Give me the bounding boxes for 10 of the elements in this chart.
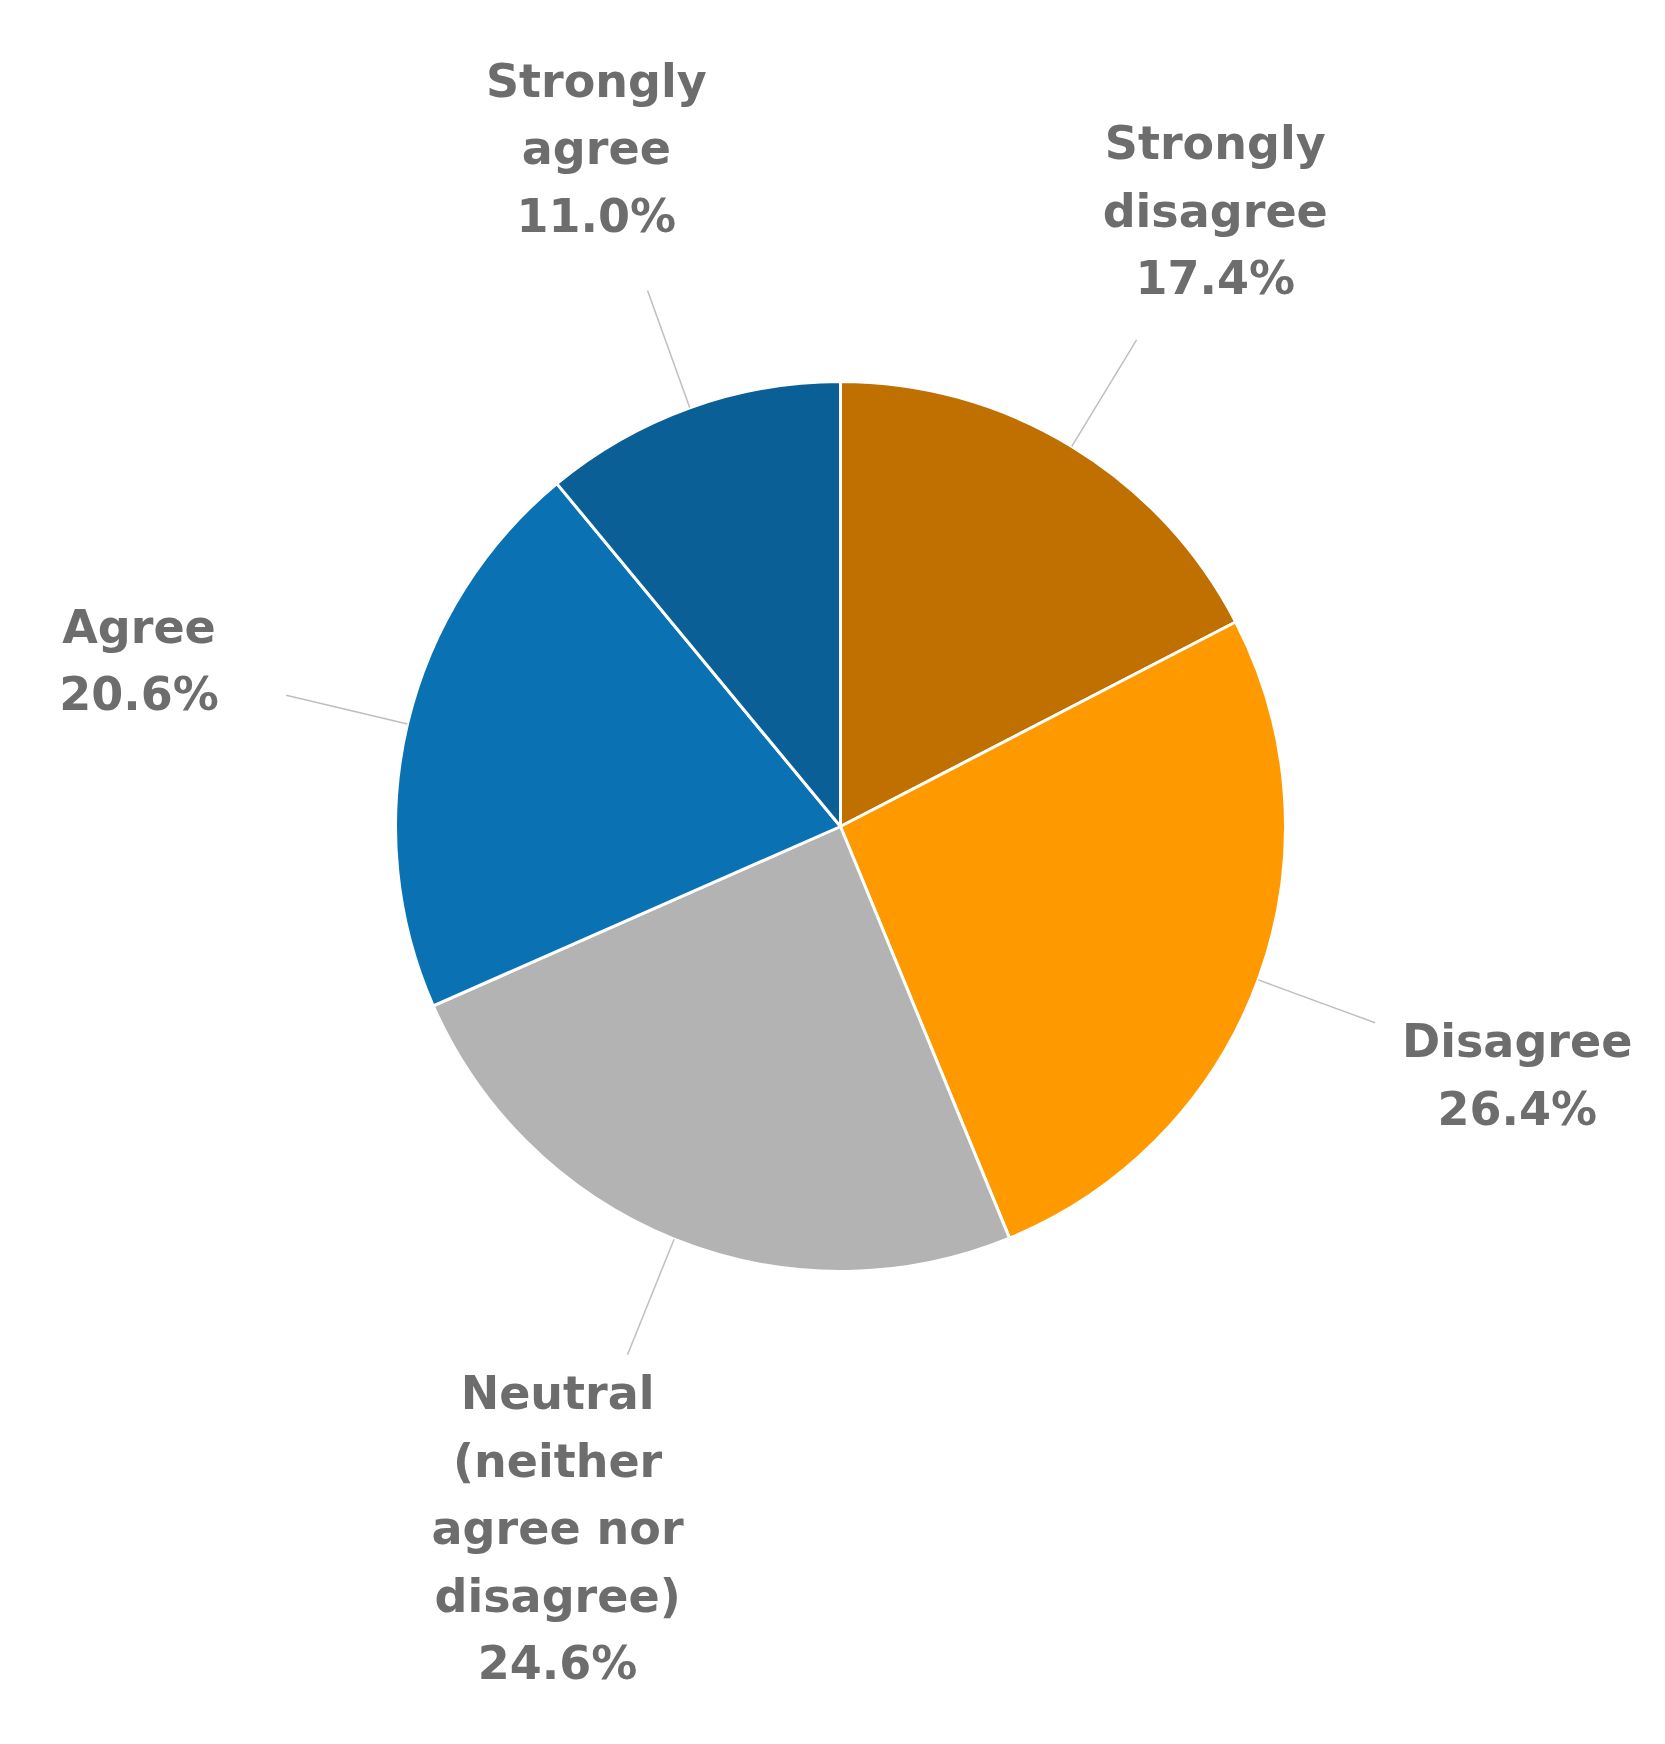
data-label: 17.4% bbox=[1135, 251, 1296, 306]
slice-label: Agree bbox=[62, 599, 216, 654]
slice-label: Strongly disagree bbox=[1102, 116, 1328, 238]
data-label: 26.4% bbox=[1437, 1081, 1598, 1136]
data-label: 11.0% bbox=[516, 188, 677, 243]
slice-label: Disagree bbox=[1402, 1014, 1633, 1069]
slice-label: Neutral (neither agree nor disagree) bbox=[431, 1366, 684, 1623]
slice-label: Strongly agree bbox=[485, 53, 707, 176]
data-label: 24.6% bbox=[477, 1636, 638, 1691]
data-label: 20.6% bbox=[59, 667, 219, 722]
